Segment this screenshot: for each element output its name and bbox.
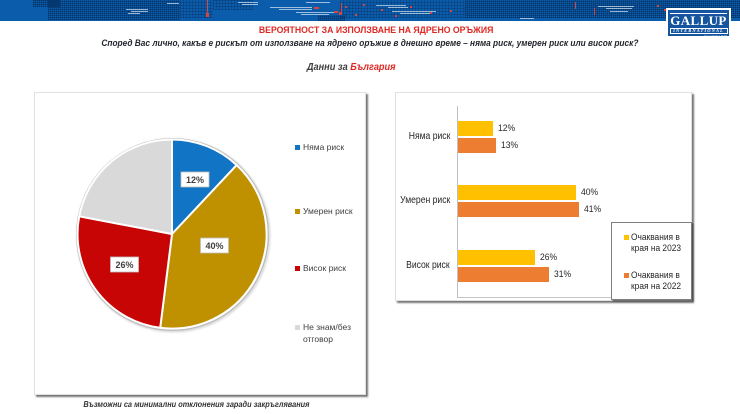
svg-text:40%: 40% bbox=[205, 241, 223, 251]
svg-text:26%: 26% bbox=[115, 260, 133, 270]
svg-text:12%: 12% bbox=[186, 175, 204, 185]
